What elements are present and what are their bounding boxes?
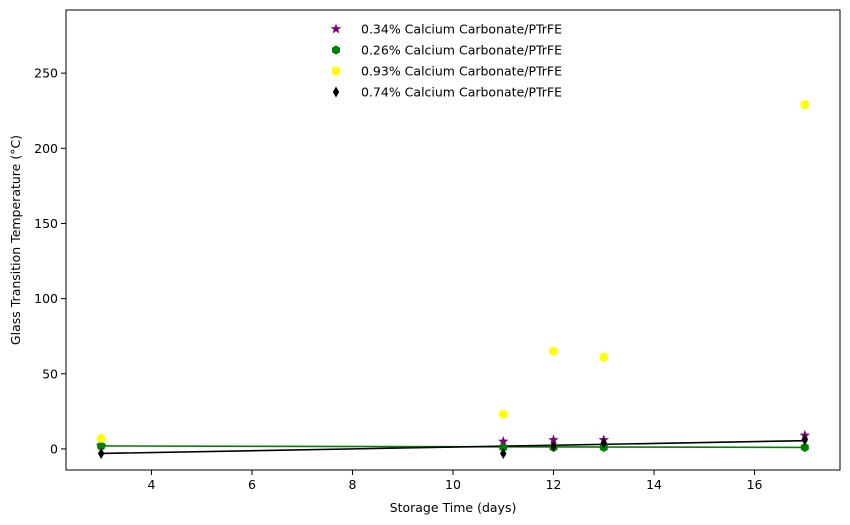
x-tick-label: 6 — [248, 477, 256, 492]
x-tick-label: 4 — [147, 477, 155, 492]
y-tick-label: 200 — [34, 141, 58, 156]
legend-item: 0.34% Calcium Carbonate/PTrFE — [330, 22, 562, 37]
y-tick-label: 50 — [42, 366, 58, 381]
y-tick-label: 0 — [50, 441, 58, 456]
legend-item: 0.93% Calcium Carbonate/PTrFE — [331, 64, 562, 79]
data-point — [548, 434, 559, 445]
x-tick-label: 8 — [349, 477, 357, 492]
data-point — [97, 441, 106, 451]
fit-line — [101, 439, 805, 455]
legend-label: 0.26% Calcium Carbonate/PTrFE — [361, 43, 562, 58]
legend-item: 0.26% Calcium Carbonate/PTrFE — [332, 43, 562, 58]
data-point — [96, 433, 106, 443]
y-tick-label: 250 — [34, 66, 58, 81]
x-tick-label: 12 — [546, 477, 562, 492]
legend-marker — [330, 23, 342, 34]
legend: 0.34% Calcium Carbonate/PTrFE 0.26% Calci… — [330, 22, 562, 100]
data-point — [800, 442, 809, 453]
data-point — [800, 100, 810, 110]
legend-item: 0.74% Calcium Carbonate/PTrFE — [332, 85, 562, 100]
x-tick-label: 16 — [747, 477, 763, 492]
data-point — [498, 435, 509, 446]
data-point — [600, 437, 607, 449]
legend-marker — [332, 45, 340, 55]
data-point — [498, 409, 508, 419]
legend-label: 0.74% Calcium Carbonate/PTrFE — [361, 85, 562, 100]
legend-label: 0.34% Calcium Carbonate/PTrFE — [361, 22, 562, 37]
data-point — [500, 447, 507, 459]
y-tick-label: 150 — [34, 216, 58, 231]
y-axis-label: Glass Transition Temperature (°C) — [8, 135, 23, 345]
data-point — [549, 346, 559, 356]
fit-lines — [101, 439, 805, 455]
x-tick-label: 14 — [646, 477, 662, 492]
legend-marker — [332, 86, 340, 98]
x-axis-label: Storage Time (days) — [390, 500, 517, 515]
y-tick-label: 100 — [34, 291, 58, 306]
plot-area-frame — [65, 9, 841, 471]
data-point — [801, 434, 809, 446]
data-point — [550, 440, 557, 452]
x-axis-ticks: 4 6 8 10 12 14 16 — [147, 470, 763, 492]
data-point — [499, 442, 508, 453]
data-points — [95, 100, 811, 459]
legend-label: 0.93% Calcium Carbonate/PTrFE — [361, 64, 562, 79]
data-point — [97, 447, 105, 459]
x-tick-label: 10 — [445, 477, 461, 492]
legend-marker — [331, 66, 341, 76]
data-point — [599, 352, 609, 362]
y-axis-ticks: 0 50 100 150 200 250 — [34, 66, 66, 456]
